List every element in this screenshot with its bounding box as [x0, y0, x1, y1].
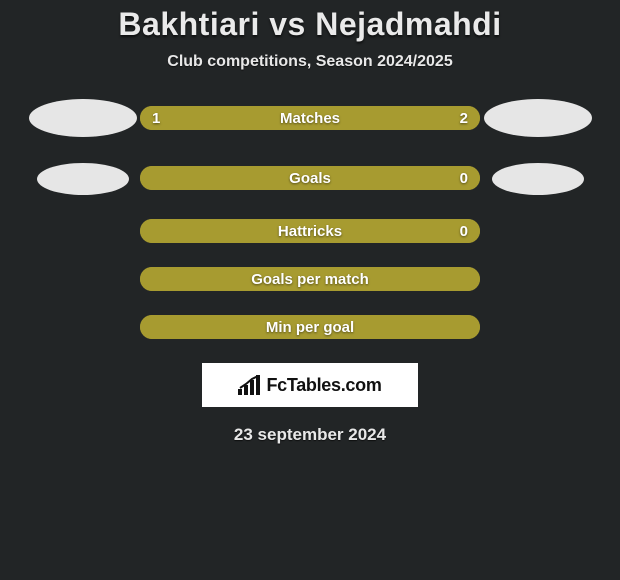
- page-subtitle: Club competitions, Season 2024/2025: [0, 53, 620, 71]
- player-photo-right: [492, 163, 584, 195]
- stat-bar: Goals0: [140, 166, 480, 190]
- stat-bar: Matches1 2: [140, 106, 480, 130]
- logo-text: FcTables.com: [266, 375, 381, 396]
- stat-bar: Hattricks0: [140, 219, 480, 243]
- bar-label: Min per goal: [140, 315, 480, 339]
- bar-label: Goals: [140, 166, 480, 190]
- infographic-container: Bakhtiari vs Nejadmahdi Club competition…: [0, 0, 620, 445]
- chart-icon: [238, 375, 262, 395]
- bar-label: Goals per match: [140, 267, 480, 291]
- right-photo-slot: [480, 161, 595, 195]
- bar-value-right: 0: [460, 219, 468, 243]
- page-title: Bakhtiari vs Nejadmahdi: [0, 6, 620, 43]
- bar-label: Matches: [140, 106, 480, 130]
- bar-label: Hattricks: [140, 219, 480, 243]
- stat-bar: Goals per match: [140, 267, 480, 291]
- date-label: 23 september 2024: [0, 425, 620, 445]
- left-photo-slot: [25, 99, 140, 137]
- bar-value-left: 1: [152, 106, 160, 130]
- stat-bar: Min per goal: [140, 315, 480, 339]
- comparison-row: Goals per match: [0, 267, 620, 291]
- right-photo-slot: [480, 99, 595, 137]
- player-photo-right: [484, 99, 592, 137]
- left-photo-slot: [25, 161, 140, 195]
- player-photo-left: [29, 99, 137, 137]
- comparison-row: Matches1 2: [0, 99, 620, 137]
- comparison-rows: Matches12Goals0Hattricks0Goals per match…: [0, 99, 620, 339]
- bar-value-right: 2: [460, 106, 468, 130]
- player-photo-left: [37, 163, 129, 195]
- comparison-row: Hattricks0: [0, 219, 620, 243]
- comparison-row: Goals0: [0, 161, 620, 195]
- comparison-row: Min per goal: [0, 315, 620, 339]
- source-logo: FcTables.com: [202, 363, 418, 407]
- bar-value-right: 0: [460, 166, 468, 190]
